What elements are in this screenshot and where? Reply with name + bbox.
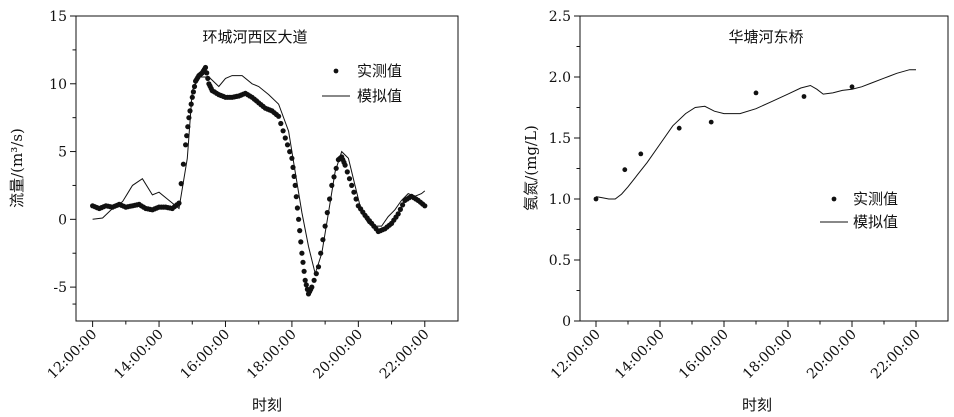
chart-title: 环城河西区大道: [202, 28, 307, 46]
data-point-observed: [184, 133, 190, 139]
y-tick-label: 10: [49, 77, 67, 93]
legend-observed-marker: [831, 196, 837, 202]
data-point-observed: [296, 216, 302, 222]
data-point-observed: [204, 70, 210, 76]
data-point-observed: [302, 277, 308, 283]
x-axis-label: 时刻: [252, 396, 282, 414]
series-line-simulated: [595, 69, 916, 200]
data-point-observed: [294, 205, 300, 211]
x-axis-label: 时刻: [742, 396, 772, 414]
y-tick-label: 0: [562, 314, 571, 330]
data-point-observed: [342, 162, 348, 168]
data-point-observed: [176, 200, 182, 206]
data-point-observed: [300, 259, 306, 265]
data-point-observed: [293, 194, 299, 200]
data-point-observed: [351, 189, 357, 195]
legend-simulated-label: 模拟值: [357, 87, 402, 105]
data-point-observed: [353, 196, 359, 202]
data-point-observed: [676, 125, 682, 131]
data-point-observed: [849, 84, 855, 90]
data-point-observed: [622, 167, 628, 173]
data-point-observed: [801, 94, 807, 99]
x-tick-label: 22:00:00: [868, 327, 924, 383]
data-point-observed: [349, 182, 355, 188]
plot-frame: [579, 15, 949, 322]
data-point-observed: [298, 239, 304, 245]
data-point-observed: [346, 176, 353, 182]
data-point-observed: [395, 211, 401, 217]
data-point-observed: [301, 268, 307, 274]
flow-chart-panel: 环城河西区大道 流量/(m³/s) 时刻 实测值 模拟值 12:00:00 14:…: [8, 9, 459, 414]
data-point-observed: [297, 228, 303, 234]
y-tick-label: 15: [49, 9, 67, 25]
x-tick-label: 20:00:00: [804, 327, 860, 383]
data-point-observed: [422, 203, 428, 209]
data-point-observed: [309, 284, 315, 290]
legend-observed-label: 实测值: [853, 190, 898, 208]
y-tick-label: 0: [58, 212, 67, 228]
data-point-observed: [183, 142, 189, 148]
data-point-observed: [397, 206, 403, 212]
x-tick-label: 12:00:00: [548, 327, 604, 383]
x-tick-label: 22:00:00: [377, 327, 433, 383]
data-point-observed: [292, 182, 298, 188]
y-axis-label: 流量/(m³/s): [8, 128, 26, 208]
data-point-observed: [638, 151, 644, 157]
data-point-observed: [180, 161, 186, 167]
x-tick-label: 16:00:00: [178, 327, 234, 383]
x-tick-label: 12:00:00: [45, 327, 101, 383]
data-point-observed: [276, 113, 282, 119]
legend: 实测值 模拟值: [820, 190, 898, 231]
y-tick-label: 0.5: [549, 253, 571, 269]
chart-title: 华塘河东桥: [728, 28, 803, 46]
legend-observed-label: 实测值: [357, 62, 402, 80]
x-tick-label: 20:00:00: [310, 327, 366, 383]
x-tick-label: 16:00:00: [676, 327, 732, 383]
data-point-observed: [278, 120, 284, 127]
data-point-observed: [299, 250, 305, 256]
data-point-observed: [187, 108, 193, 114]
data-point-observed: [303, 282, 309, 288]
data-point-observed: [344, 169, 350, 175]
ammonia-chart-panel: 华塘河东桥 氨氮/(mg/L) 时刻 实测值 模拟值 12:00:00 14:00…: [522, 9, 949, 414]
data-point-observed: [593, 196, 599, 202]
plot-frame: [75, 15, 459, 322]
y-tick-label: 1.0: [549, 192, 571, 208]
legend: 实测值 模拟值: [322, 62, 402, 105]
x-tick-label: 14:00:00: [111, 327, 167, 383]
x-tick-label: 14:00:00: [612, 327, 668, 383]
y-tick-label: -5: [53, 280, 67, 296]
y-tick-label: 5: [58, 145, 67, 161]
data-point-observed: [708, 119, 714, 125]
data-point-observed: [311, 277, 317, 283]
x-tick-label: 18:00:00: [740, 327, 796, 383]
data-point-observed: [400, 202, 406, 208]
legend-simulated-label: 模拟值: [853, 213, 898, 231]
y-tick-label: 2.5: [549, 9, 571, 25]
data-point-observed: [287, 149, 293, 155]
y-axis-label: 氨氮/(mg/L): [522, 125, 540, 211]
data-point-observed: [753, 90, 759, 96]
series-line-simulated: [92, 75, 426, 276]
y-tick-label: 2.0: [549, 70, 571, 86]
data-point-observed: [202, 64, 209, 71]
x-tick-label: 18:00:00: [244, 327, 300, 383]
data-point-observed: [280, 128, 286, 134]
legend-observed-marker: [333, 68, 339, 74]
y-tick-label: 1.5: [549, 131, 571, 147]
data-point-observed: [284, 142, 291, 148]
data-point-observed: [282, 135, 288, 141]
